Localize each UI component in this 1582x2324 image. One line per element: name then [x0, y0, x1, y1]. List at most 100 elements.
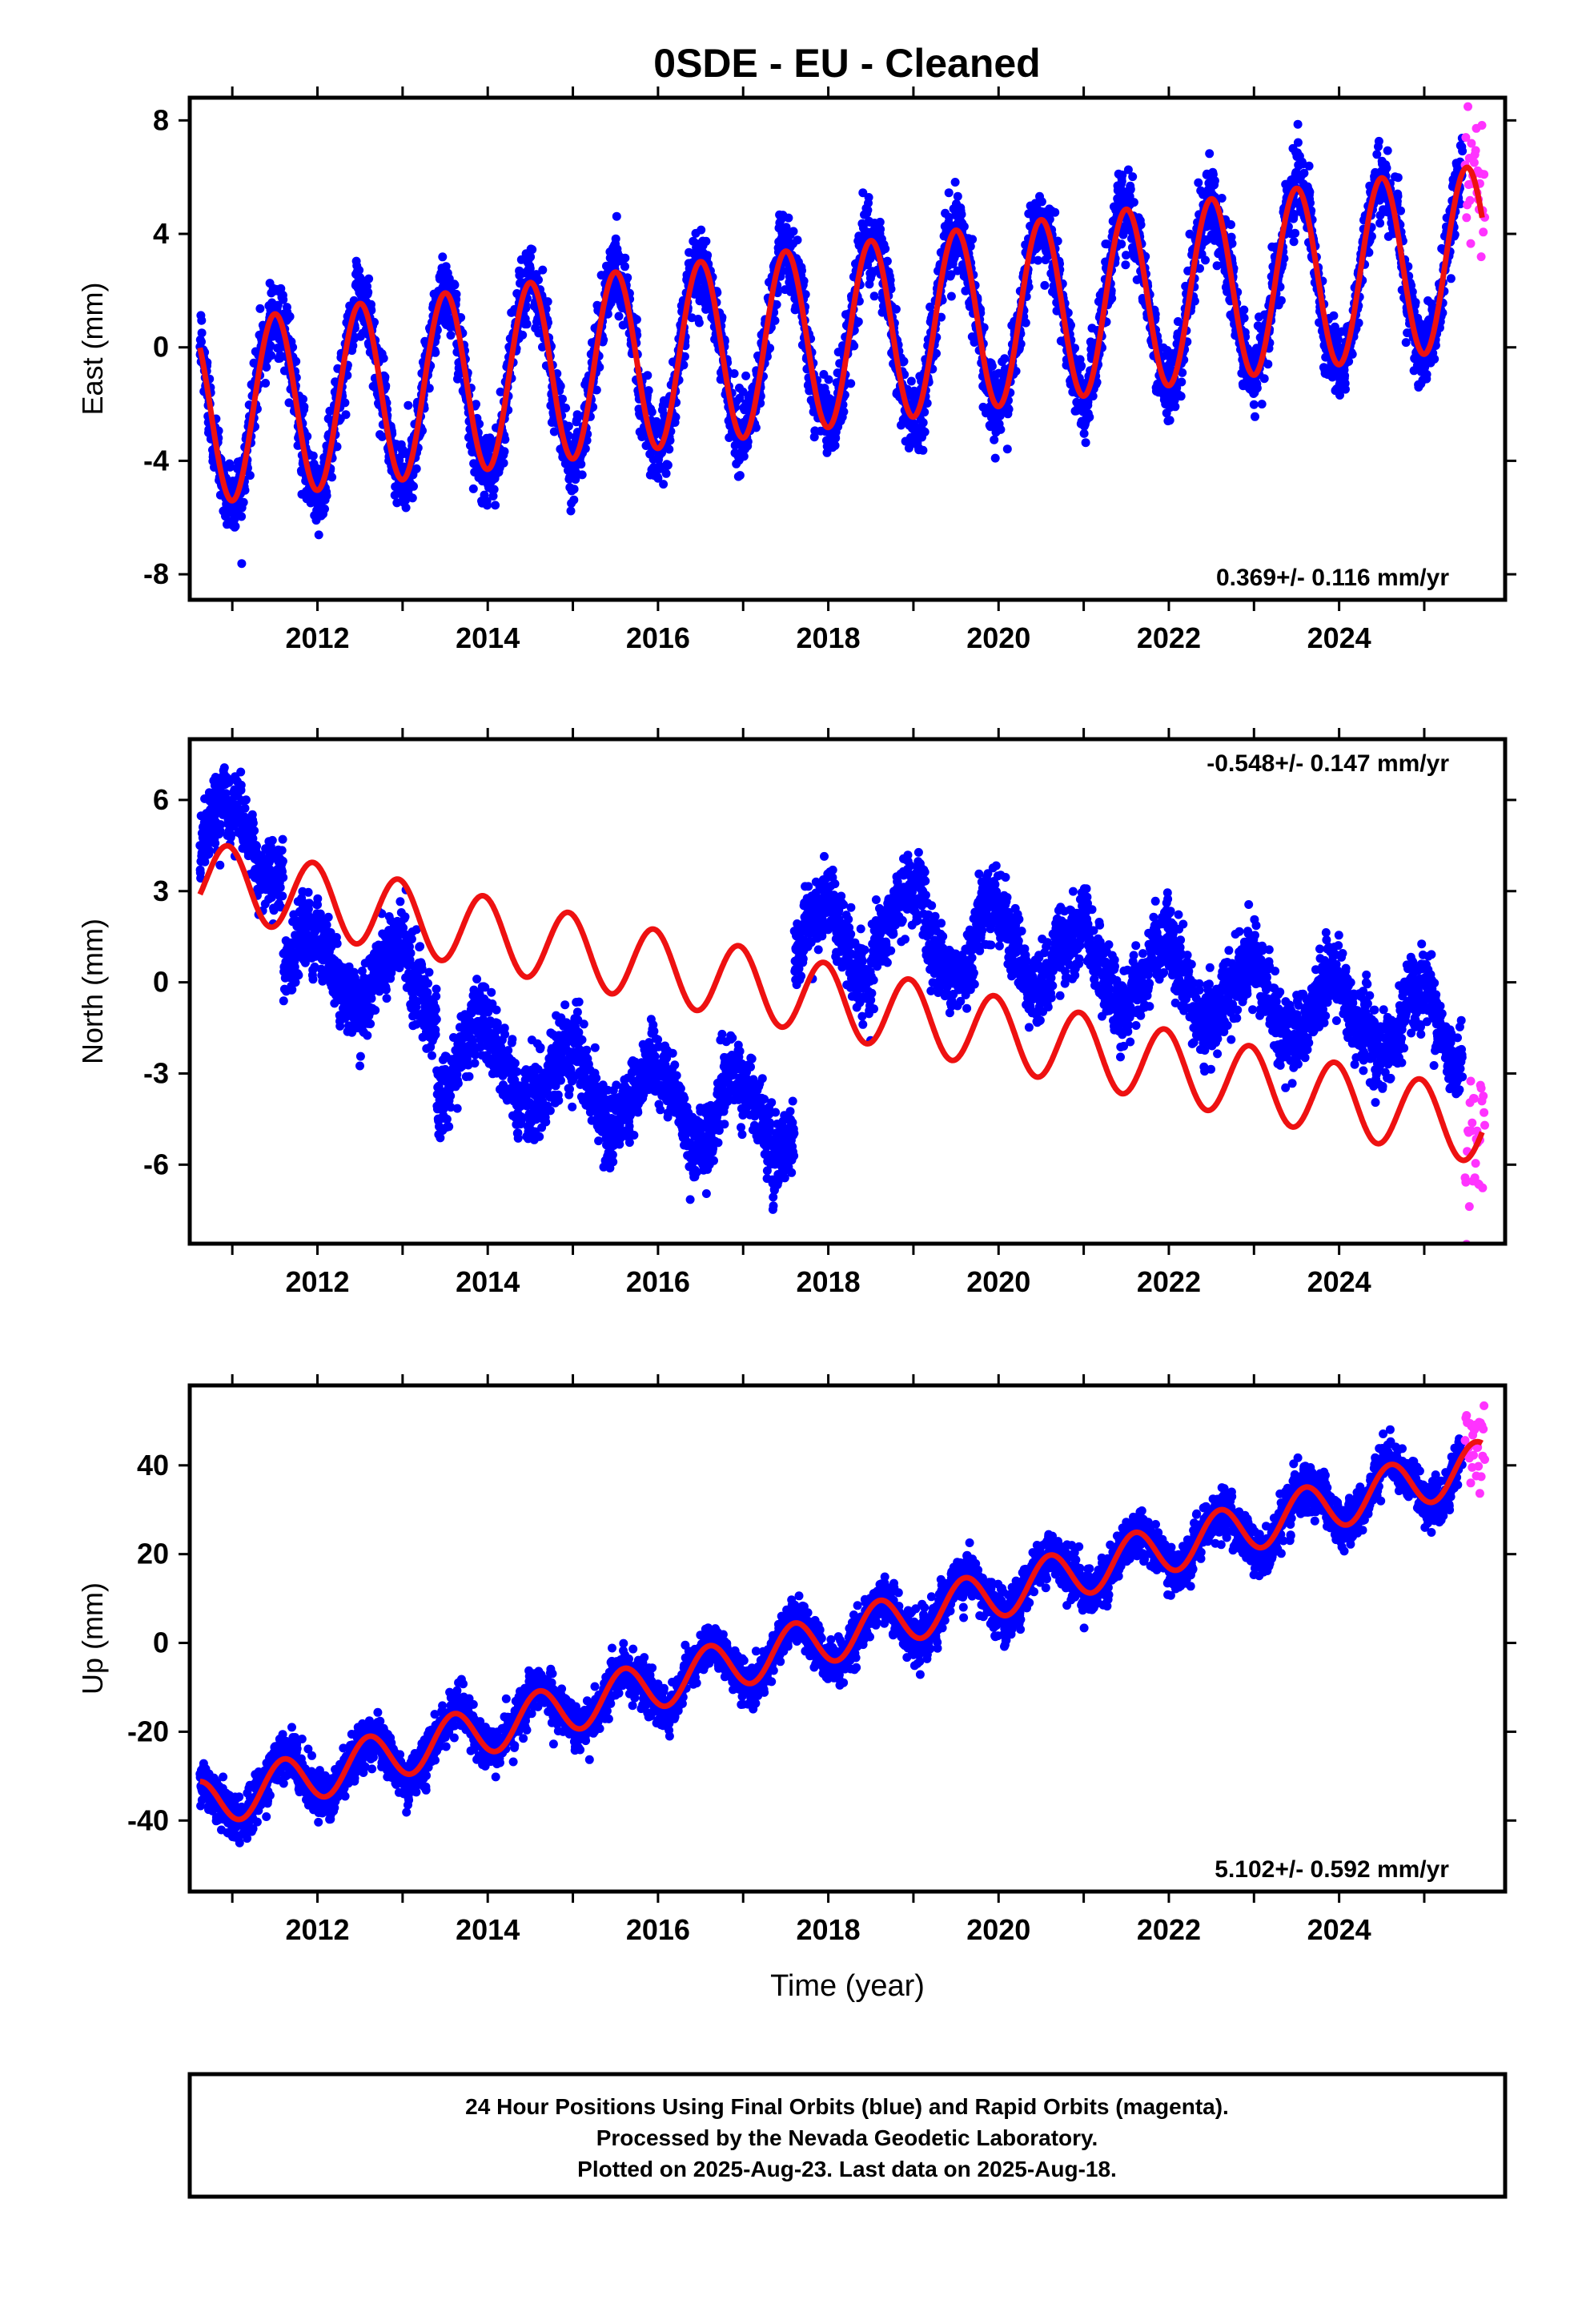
final-point — [957, 210, 966, 219]
final-point — [1121, 260, 1130, 270]
final-point — [1334, 335, 1343, 344]
final-point — [1053, 236, 1062, 246]
final-point — [944, 188, 954, 198]
final-point — [348, 341, 358, 351]
final-point — [864, 193, 873, 202]
final-point — [398, 445, 408, 455]
final-point — [1194, 178, 1203, 187]
final-point — [644, 386, 653, 396]
final-point — [643, 371, 652, 380]
final-point — [869, 292, 879, 301]
final-point — [906, 376, 916, 386]
final-point — [1239, 305, 1249, 315]
final-point — [1201, 255, 1210, 265]
final-point — [261, 379, 271, 388]
final-point — [918, 418, 928, 428]
final-point — [770, 316, 780, 325]
final-point — [409, 481, 418, 491]
final-point — [267, 351, 276, 360]
final-point — [1210, 176, 1219, 186]
final-point — [450, 280, 460, 290]
final-point — [1176, 392, 1186, 401]
final-point — [620, 253, 630, 263]
final-point — [499, 458, 508, 468]
final-point — [959, 222, 969, 231]
final-point — [881, 244, 890, 254]
final-point — [1305, 187, 1315, 197]
final-point — [408, 493, 417, 503]
final-point — [735, 471, 745, 480]
final-point — [364, 274, 374, 283]
final-point — [340, 398, 350, 408]
final-point — [1040, 280, 1050, 290]
final-point — [1293, 138, 1303, 147]
final-point — [1249, 400, 1259, 409]
final-point — [1077, 361, 1086, 371]
final-point — [320, 505, 329, 513]
final-point — [1128, 172, 1138, 182]
final-point — [612, 211, 621, 221]
final-point — [401, 503, 411, 513]
final-point — [987, 361, 997, 371]
final-point — [1004, 404, 1014, 414]
final-point — [197, 337, 206, 347]
final-point — [1329, 311, 1339, 320]
final-point — [1239, 313, 1249, 323]
final-point — [846, 379, 856, 388]
final-point — [611, 234, 620, 243]
final-point — [1177, 377, 1186, 387]
final-point — [299, 394, 307, 404]
final-point — [741, 371, 751, 380]
final-point — [273, 300, 283, 310]
final-point — [245, 471, 255, 480]
final-point — [197, 316, 207, 325]
final-point — [266, 340, 275, 350]
final-point — [431, 348, 440, 357]
final-point — [793, 235, 802, 245]
final-point — [255, 304, 265, 313]
final-point — [694, 318, 704, 328]
final-point — [729, 369, 739, 378]
final-point — [1304, 161, 1314, 171]
final-point — [1129, 198, 1138, 207]
final-point — [332, 442, 342, 452]
final-point — [1251, 412, 1259, 421]
final-point — [620, 262, 629, 271]
final-point — [1341, 384, 1350, 394]
final-point — [968, 235, 978, 244]
final-point — [284, 398, 294, 408]
final-point — [1117, 239, 1126, 249]
final-point — [500, 447, 509, 456]
final-point — [576, 460, 586, 469]
final-point — [404, 400, 413, 410]
final-point — [1291, 228, 1300, 238]
final-point — [946, 292, 956, 301]
final-point — [824, 375, 833, 384]
final-point — [996, 424, 1006, 434]
final-point — [701, 236, 711, 246]
final-point — [475, 419, 484, 428]
final-point — [953, 191, 962, 201]
final-point — [262, 363, 271, 372]
final-point — [647, 408, 656, 416]
final-point — [1263, 360, 1273, 369]
final-point — [322, 491, 331, 501]
final-point — [1217, 194, 1227, 203]
final-point — [237, 559, 247, 569]
final-point — [472, 400, 480, 409]
figure-title: 0SDE - EU - Cleaned — [653, 41, 1040, 86]
final-point — [1299, 168, 1309, 178]
final-point — [491, 501, 500, 510]
final-point — [285, 312, 295, 321]
final-point — [558, 394, 567, 404]
final-point — [632, 315, 641, 324]
final-point — [1257, 400, 1267, 409]
final-point — [1347, 349, 1357, 359]
final-point — [528, 245, 537, 255]
final-point — [424, 384, 434, 393]
final-point — [412, 464, 421, 473]
final-point — [518, 330, 528, 340]
final-point — [327, 472, 337, 482]
final-point — [1340, 371, 1350, 380]
